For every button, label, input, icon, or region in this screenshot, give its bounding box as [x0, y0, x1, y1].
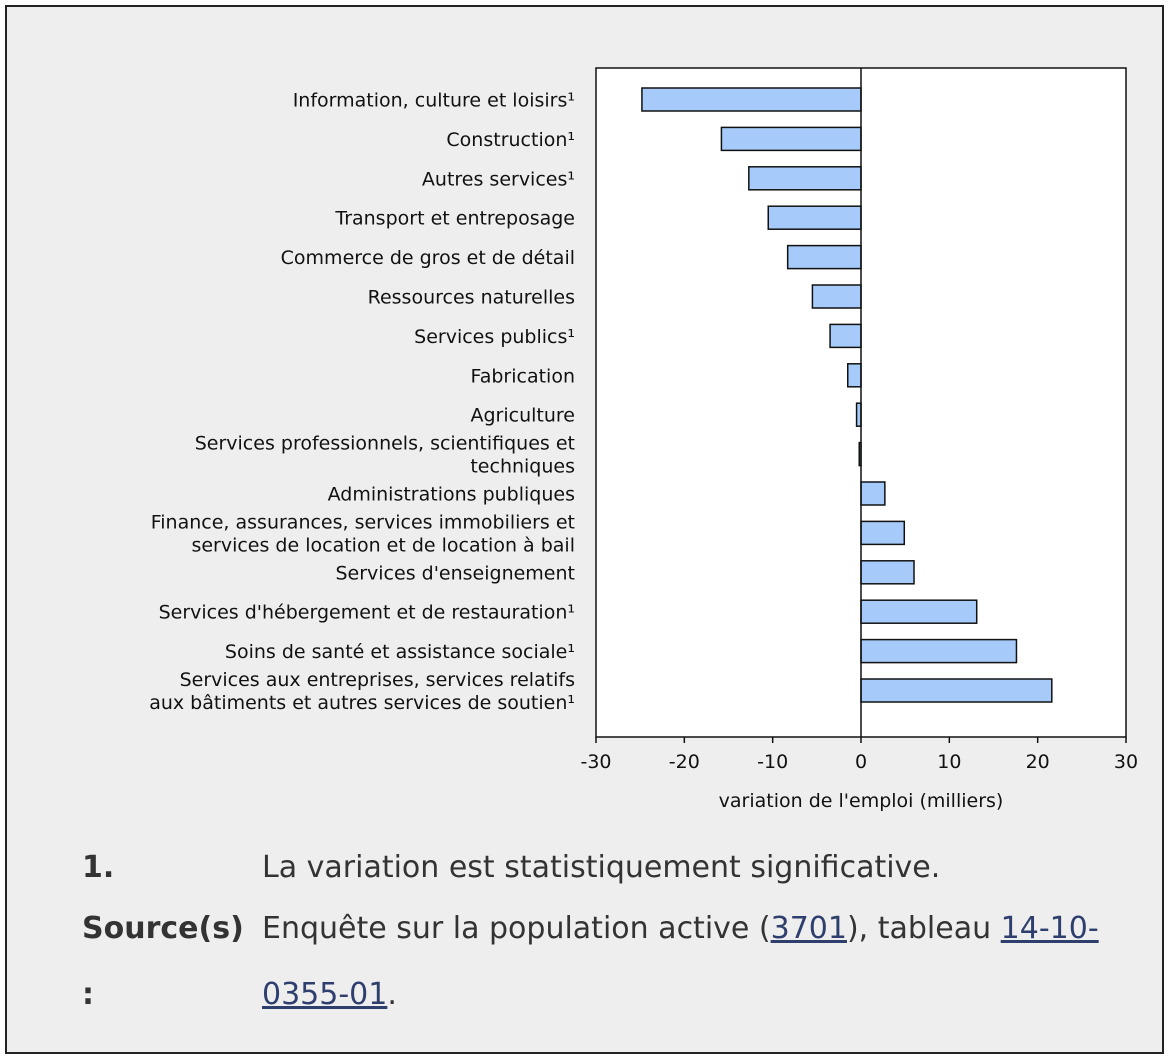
source-suffix: . [387, 977, 397, 1012]
x-tick-label: 0 [855, 751, 867, 773]
bar-6 [811, 284, 862, 309]
bar-13 [860, 560, 915, 585]
bar-chart: Information, culture et loisirs¹ Construc… [149, 67, 1138, 812]
category-label-12-line-1: Finance, assurances, services immobilier… [151, 511, 575, 533]
bar-8 [847, 363, 862, 388]
category-label-6: Ressources naturelles [368, 287, 575, 309]
x-tick-label: 20 [1026, 751, 1050, 773]
x-tick-label: 30 [1114, 751, 1138, 773]
category-label-9: Agriculture [471, 405, 576, 427]
category-label-15: Soins de santé et assistance sociale¹ [225, 641, 575, 663]
category-label-5: Commerce de gros et de détail [281, 247, 575, 269]
x-tick-label: -10 [757, 751, 788, 773]
x-tick-label: -20 [669, 751, 700, 773]
bar-3 [748, 166, 862, 191]
category-label-2: Construction¹ [446, 129, 575, 151]
bar-7 [829, 323, 862, 349]
category-label-3: Autres services¹ [422, 168, 575, 190]
x-tick-label: -30 [580, 751, 611, 773]
x-axis-ticks: -30 -20 -10 0 10 20 30 [580, 737, 1138, 773]
bar-11 [860, 481, 886, 506]
footnote-1-text: La variation est statistiquement signifi… [262, 850, 941, 885]
category-label-16-line-2: aux bâtiments et autres services de sout… [149, 692, 575, 714]
footnote-1: 1. La variation est statistiquement sign… [82, 840, 1142, 896]
category-label-10-line-2: techniques [470, 456, 575, 478]
category-label-12-line-2: services de location et de location à ba… [191, 534, 575, 556]
bar-1 [641, 87, 862, 112]
category-label-14: Services d'hébergement et de restauratio… [159, 602, 575, 624]
category-label-8: Fabrication [471, 365, 575, 387]
source-prefix: Enquête sur la population active ( [262, 911, 771, 946]
category-label-13: Services d'enseignement [335, 562, 575, 584]
source-text: Enquête sur la population active (3701),… [262, 896, 1142, 1028]
bar-2 [720, 126, 862, 152]
bar-15 [860, 638, 1018, 664]
bar-5 [786, 244, 862, 270]
category-labels: Information, culture et loisirs¹ Construc… [149, 90, 575, 715]
footnotes: 1. La variation est statistiquement sign… [82, 840, 1142, 1028]
x-tick-label: 10 [937, 751, 961, 773]
category-label-11: Administrations publiques [328, 484, 575, 506]
category-label-7: Services publics¹ [414, 326, 575, 348]
footnote-1-key: 1. [82, 850, 115, 885]
bar-12 [860, 520, 906, 546]
source-key: Source(s) : [82, 911, 244, 1012]
survey-3701-link[interactable]: 3701 [770, 911, 847, 946]
source-middle: ), tableau [846, 911, 1001, 946]
bar-16 [860, 678, 1053, 703]
bar-14 [860, 599, 978, 624]
category-label-4: Transport et entreposage [334, 208, 575, 230]
category-label-10-line-1: Services professionnels, scientifiques e… [195, 433, 575, 455]
x-axis-label: variation de l'emploi (milliers) [719, 790, 1004, 812]
category-label-1: Information, culture et loisirs¹ [293, 90, 575, 112]
category-label-16-line-1: Services aux entreprises, services relat… [180, 669, 575, 691]
source-note: Source(s) : Enquête sur la population ac… [82, 896, 1142, 1028]
table-14-10-0355-01-link[interactable]: 14-10-0355-01 [262, 911, 1099, 1012]
bar-4 [767, 205, 862, 230]
